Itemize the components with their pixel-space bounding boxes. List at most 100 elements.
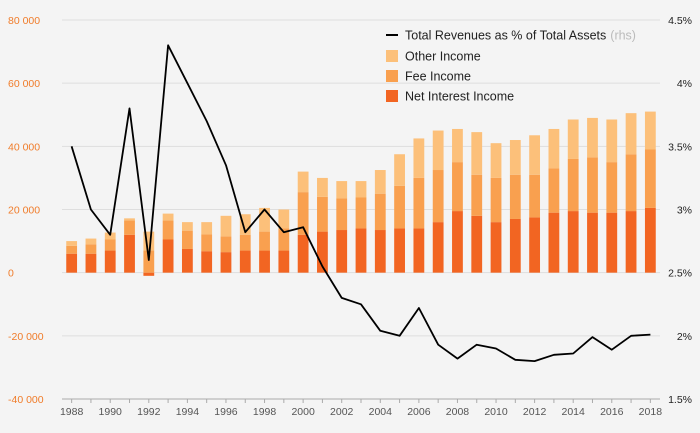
y-left-tick-label: 20 000 [8, 205, 40, 217]
bar-fee-income-2006 [413, 177, 425, 229]
bar-net-interest-income-2007 [432, 222, 444, 273]
bar-net-interest-income-1988 [66, 253, 78, 273]
x-tick-label: 2006 [407, 406, 431, 418]
x-tick-label: 2010 [484, 406, 508, 418]
bar-fee-income-1989 [85, 244, 97, 254]
y-left-tick-label: -20 000 [8, 331, 44, 343]
bar-net-interest-income-1995 [201, 251, 213, 273]
bar-other-income-1993 [162, 213, 174, 221]
x-tick-label: 1994 [176, 406, 200, 418]
bar-other-income-2010 [490, 143, 502, 178]
bar-fee-income-2008 [452, 162, 463, 212]
bar-fee-income-2018 [644, 149, 656, 208]
legend-label-text: Other Income [405, 50, 481, 64]
bar-fee-income-2017 [625, 154, 637, 212]
bar-other-income-2012 [529, 135, 541, 175]
bar-net-interest-income-1993 [162, 239, 174, 273]
bar-net-interest-income-2011 [509, 218, 521, 273]
bar-other-income-1990 [104, 232, 116, 240]
bar-net-interest-income-1999 [278, 250, 290, 273]
y-left-tick-label: -40 000 [8, 394, 44, 406]
legend-label-text: Total Revenues as % of Total Assets [405, 29, 606, 43]
legend-label-fee-income: Fee Income [405, 70, 471, 84]
y-left-tick-label: 80 000 [8, 15, 40, 27]
bar-net-interest-income-2009 [471, 215, 483, 273]
bar-fee-income-2010 [490, 177, 502, 223]
bar-other-income-1991 [124, 218, 135, 221]
bar-other-income-2011 [509, 140, 521, 175]
bar-fee-income-1998 [259, 231, 270, 251]
legend-label-total-revenues-as-of-total-assets: Total Revenues as % of Total Assets (rhs) [405, 29, 636, 43]
x-tick-label: 1992 [137, 406, 161, 418]
legend-swatch-fee-income [386, 70, 398, 82]
bar-net-interest-income-2018 [644, 207, 656, 273]
x-tick-label: 2002 [330, 406, 354, 418]
bar-fee-income-1988 [66, 245, 78, 254]
bar-net-interest-income-1997 [239, 250, 251, 273]
bar-net-interest-income-2002 [336, 230, 348, 273]
bar-other-income-2006 [413, 138, 425, 178]
bar-fee-income-1990 [104, 239, 116, 251]
bar-net-interest-income-1992 [143, 272, 155, 276]
bars [66, 111, 656, 276]
bar-fee-income-2000 [297, 192, 309, 235]
x-tick-label: 2012 [523, 406, 547, 418]
bar-net-interest-income-2012 [529, 217, 541, 273]
y-right-tick-label: 2% [677, 331, 692, 343]
bar-net-interest-income-2014 [567, 211, 579, 273]
bar-other-income-2008 [452, 128, 463, 163]
bar-net-interest-income-2003 [355, 228, 367, 273]
bar-net-interest-income-2000 [297, 234, 309, 273]
legend-swatch-net-interest-income [386, 90, 398, 102]
bar-fee-income-2003 [355, 197, 367, 229]
bar-net-interest-income-2006 [413, 228, 425, 273]
y-right-tick-label: 3% [677, 205, 692, 217]
legend-label-suffix: (rhs) [610, 29, 636, 43]
legend-label-other-income: Other Income [405, 50, 481, 64]
bar-other-income-2015 [587, 117, 598, 158]
legend-label-text: Net Interest Income [405, 90, 514, 104]
line-total-revenues-pct [70, 44, 651, 363]
y-right-tick-label: 3.5% [668, 141, 692, 153]
bar-fee-income-1999 [278, 228, 290, 251]
bar-other-income-1996 [220, 215, 232, 237]
bar-net-interest-income-2017 [625, 211, 637, 273]
bar-net-interest-income-2013 [548, 212, 560, 273]
legend-label-net-interest-income: Net Interest Income [405, 90, 514, 104]
bar-net-interest-income-2008 [452, 211, 463, 273]
x-tick-label: 2018 [639, 406, 663, 418]
bar-fee-income-1991 [124, 220, 135, 235]
bar-other-income-2007 [432, 130, 444, 171]
bar-other-income-2005 [394, 154, 405, 186]
y-right-tick-label: 4.5% [668, 15, 692, 27]
bar-other-income-1994 [181, 222, 193, 231]
bar-other-income-1997 [239, 214, 251, 235]
y-left-tick-label: 60 000 [8, 78, 40, 90]
bar-other-income-1998 [259, 207, 270, 232]
bar-fee-income-1997 [239, 234, 251, 251]
bar-other-income-1988 [66, 241, 78, 246]
bar-fee-income-2014 [567, 158, 579, 212]
bar-net-interest-income-2015 [587, 212, 598, 273]
y-left-tick-label: 0 [8, 268, 14, 280]
bar-fee-income-2009 [471, 174, 483, 216]
x-tick-label: 1990 [99, 406, 123, 418]
bar-other-income-1995 [201, 222, 213, 235]
bar-other-income-2001 [317, 177, 328, 197]
bar-other-income-1999 [278, 209, 290, 229]
bar-other-income-1992 [143, 231, 155, 251]
bar-net-interest-income-1996 [220, 252, 232, 273]
bar-other-income-2009 [471, 132, 483, 175]
bar-other-income-2000 [297, 171, 309, 193]
revenue-line [70, 44, 651, 363]
bar-net-interest-income-1998 [259, 250, 270, 273]
y-right-tick-label: 4% [677, 78, 692, 90]
bar-other-income-2004 [374, 170, 386, 194]
bar-fee-income-2012 [529, 174, 541, 218]
bar-fee-income-2001 [317, 196, 328, 232]
bar-net-interest-income-2004 [374, 230, 386, 273]
x-tick-label: 2014 [562, 406, 586, 418]
x-tick-label: 1998 [253, 406, 277, 418]
